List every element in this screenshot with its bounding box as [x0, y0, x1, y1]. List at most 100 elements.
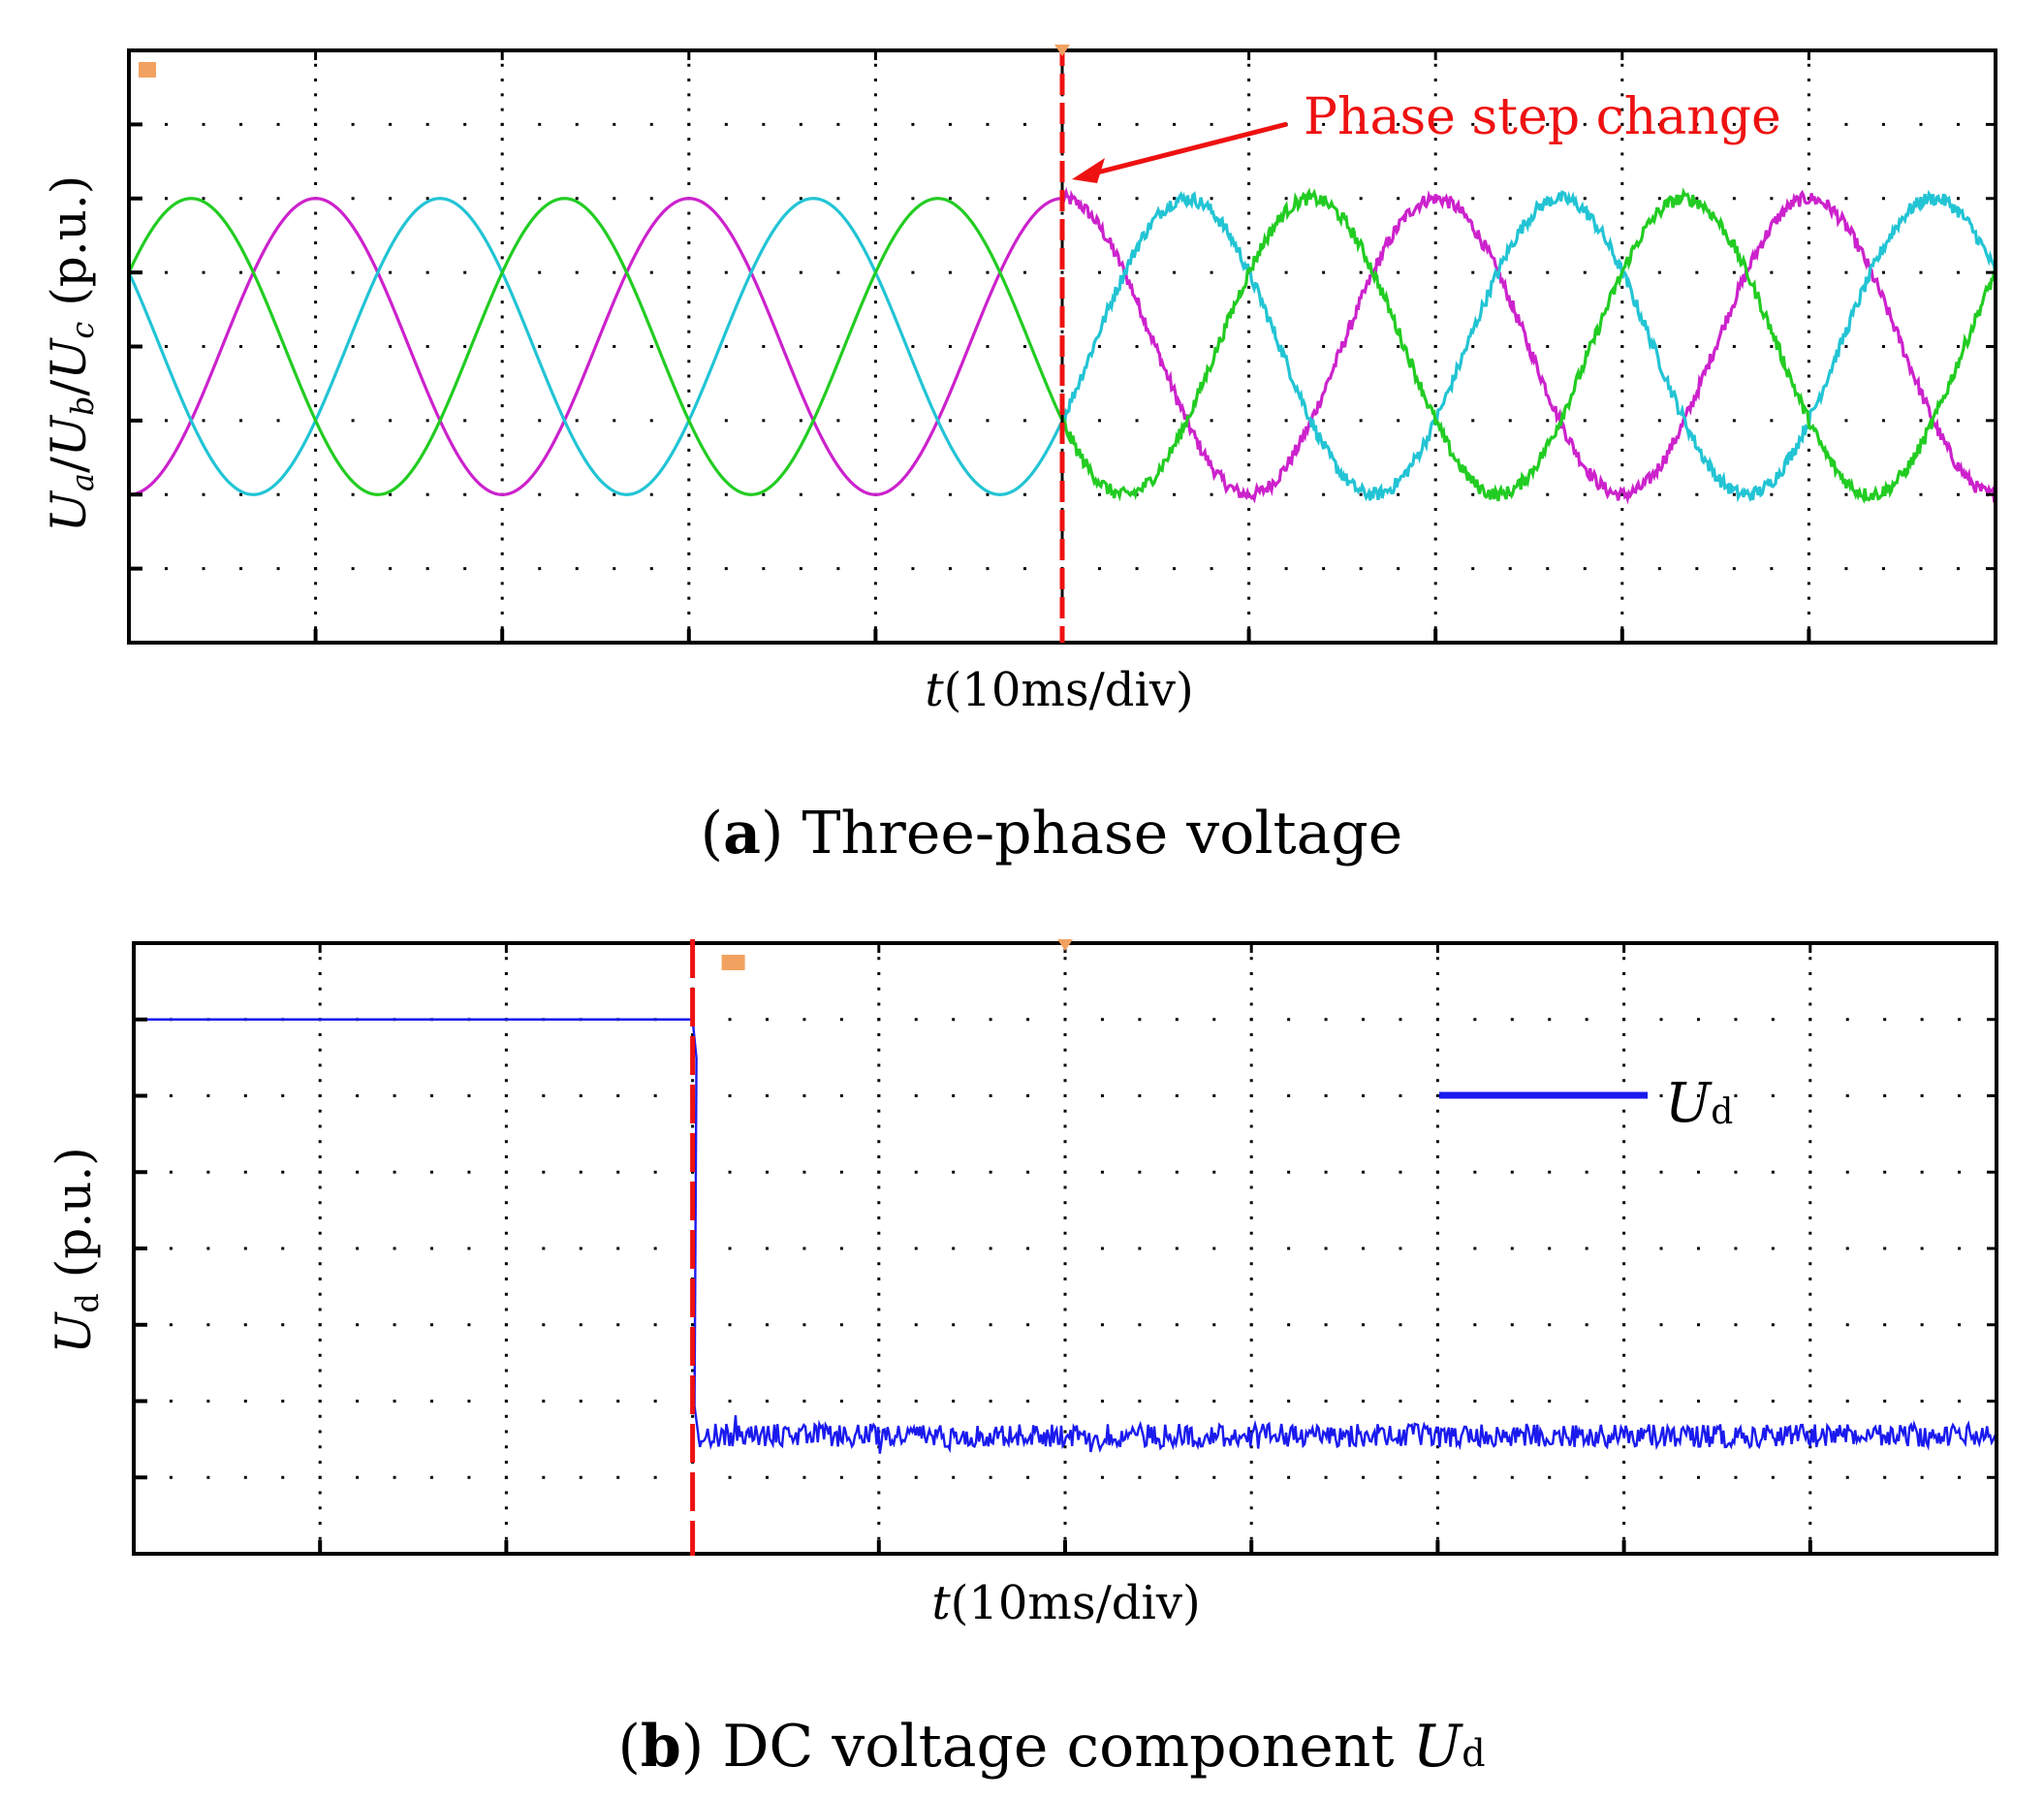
- panel-b-grid-dot: [318, 1033, 322, 1036]
- panel-b-grid-dot: [504, 1445, 508, 1449]
- panel-b-grid-dot: [1585, 1400, 1588, 1403]
- panel-a-grid-dot: [873, 241, 877, 245]
- panel-a-grid-dot: [314, 181, 318, 185]
- panel-b-grid-dot: [430, 1475, 434, 1479]
- panel-a-grid-dot: [1247, 389, 1251, 393]
- panel-a-grid-dot: [1433, 433, 1437, 437]
- panel-b-grid-dot: [1808, 1216, 1812, 1219]
- panel-a-grid-dot: [500, 93, 504, 97]
- panel-a-grid-dot: [1471, 492, 1475, 496]
- panel-a-grid-dot: [1471, 419, 1475, 423]
- panel-a-grid-dot: [1397, 270, 1400, 274]
- panel-a-grid-dot: [1471, 197, 1475, 201]
- panel-a-grid-dot: [762, 492, 766, 496]
- panel-b-grid-dot: [318, 1063, 322, 1067]
- panel-a-grid-dot: [1247, 241, 1251, 245]
- panel-b-grid-dot: [1249, 1124, 1253, 1128]
- panel-b-grid-dot: [765, 1018, 769, 1022]
- panel-b-grid-dot: [1585, 1475, 1588, 1479]
- panel-b-grid-dot: [1808, 1506, 1812, 1510]
- panel-a-grid-dot: [575, 492, 579, 496]
- panel-b-grid-dot: [318, 1339, 322, 1341]
- panel-b-grid-dot: [542, 1170, 546, 1174]
- panel-b-grid-dot: [1063, 972, 1067, 975]
- panel-b-ticks: [134, 943, 1997, 1554]
- panel-a-grid-dot: [1247, 345, 1251, 348]
- panel-b-xlabel: t(10ms/div): [931, 1576, 1200, 1630]
- panel-a-grid-dot: [649, 270, 653, 274]
- panel-a-grid-dot: [314, 300, 318, 304]
- panel-b-grid-dot: [765, 1323, 769, 1327]
- panel-a-grid-dot: [1322, 122, 1326, 126]
- panel-a-grid-dot: [1732, 492, 1736, 496]
- panel-b-grid-dot: [1622, 1124, 1626, 1128]
- panel-b-grid-dot: [318, 1491, 322, 1495]
- panel-a-grid-dot: [873, 79, 877, 82]
- panel-a-grid-dot: [1247, 211, 1251, 215]
- panel-b-grid-dot: [877, 1247, 881, 1250]
- panel-b-grid-dot: [914, 1323, 918, 1327]
- panel-b-grid-dot: [1696, 1170, 1700, 1174]
- panel-a-grid-dot: [463, 197, 467, 201]
- panel-a-grid-dot: [1620, 522, 1624, 526]
- panel-a-grid-dot: [314, 226, 318, 230]
- panel-b-grid-dot: [1063, 1155, 1067, 1158]
- panel-b-grid-dot: [1808, 1262, 1812, 1266]
- panel-b-grid-dot: [1808, 1292, 1812, 1296]
- panel-a-grid-dot: [1807, 522, 1810, 526]
- panel-a-grid-dot: [314, 478, 318, 482]
- panel-b-grid-dot: [1435, 1124, 1439, 1128]
- panel-b-grid-dot: [952, 1170, 956, 1174]
- panel-b-grid-dot: [1548, 1170, 1552, 1174]
- panel-a-grid-dot: [1770, 270, 1774, 274]
- panel-a-grid-dot: [1359, 492, 1363, 496]
- panel-a-grid-dot: [500, 211, 504, 215]
- panel-a-grid-dot: [1098, 345, 1102, 348]
- panel-b-grid-dot: [1063, 1292, 1067, 1296]
- panel-a-grid-dot: [538, 492, 542, 496]
- panel-a-grid-dot: [1433, 478, 1437, 482]
- panel-a-grid-dot: [1956, 270, 1960, 274]
- panel-a-grid-dot: [873, 596, 877, 600]
- panel-a-grid-dot: [1807, 167, 1810, 171]
- panel-b-grid-dot: [1435, 972, 1439, 975]
- panel-b-grid-dot: [1287, 1094, 1291, 1097]
- panel-a-grid-dot: [1433, 241, 1437, 245]
- panel-a-grid-dot: [687, 582, 691, 585]
- panel-a-grid-dot: [687, 448, 691, 452]
- panel-b-grid-dot: [877, 1201, 881, 1205]
- panel-a-grid-dot: [314, 537, 318, 541]
- panel-b-grid-dot: [1435, 1140, 1439, 1144]
- panel-a-grid-dot: [1247, 537, 1251, 541]
- panel-b-grid-dot: [1063, 1002, 1067, 1006]
- panel-b-grid-dot: [1883, 1170, 1887, 1174]
- panel-a-grid-dot: [687, 93, 691, 97]
- panel-b-grid-dot: [1771, 1475, 1775, 1479]
- panel-b-grid-dot: [1362, 1400, 1366, 1403]
- legend-label-ud: Ud: [1665, 1072, 1733, 1135]
- panel-b-grid-dot: [1622, 1140, 1626, 1144]
- panel-b-grid-dot: [1435, 1400, 1439, 1403]
- panel-a-grid-dot: [1620, 300, 1624, 304]
- panel-b-grid-dot: [1063, 1140, 1067, 1144]
- panel-b-grid-dot: [1063, 1018, 1067, 1022]
- panel-b-grid-dot: [504, 1033, 508, 1036]
- panel-b-grid-dot: [1324, 1400, 1328, 1403]
- panel-a-grid-dot: [1322, 492, 1326, 496]
- panel-a-grid-dot: [1471, 270, 1475, 274]
- panel-a-grid-dot: [575, 567, 579, 571]
- panel-a-grid-dot: [1433, 93, 1437, 97]
- panel-b-grid-dot: [1063, 1506, 1067, 1510]
- panel-b-grid-dot: [1622, 1170, 1626, 1174]
- panel-a-grid-dot: [500, 330, 504, 333]
- panel-a-grid-dot: [613, 567, 616, 571]
- panel-b-grid-dot: [1249, 1430, 1253, 1434]
- panel-a-grid-dot: [1620, 285, 1624, 289]
- panel-a-grid-dot: [1433, 300, 1437, 304]
- panel-b-grid-dot: [504, 1201, 508, 1205]
- panel-b-grid-dot: [318, 1247, 322, 1250]
- panel-a-grid-dot: [1135, 270, 1139, 274]
- panel-a-grid-dot: [500, 181, 504, 185]
- panel-a-grid-dot: [1022, 122, 1026, 126]
- panel-a-grid-dot: [1433, 63, 1437, 67]
